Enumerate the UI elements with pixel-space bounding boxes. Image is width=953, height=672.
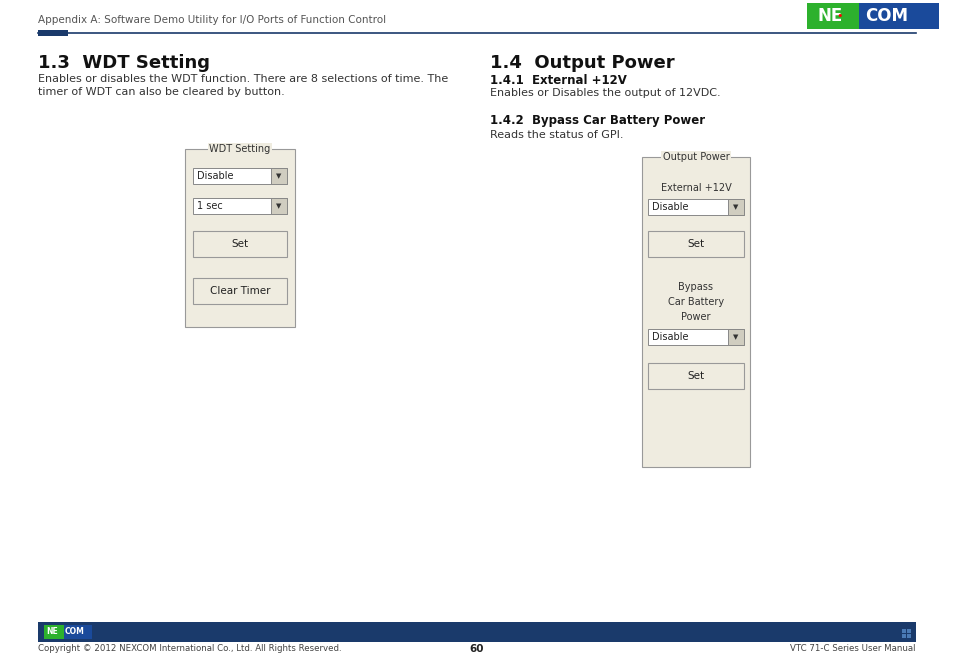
Text: NE: NE [46,628,58,636]
Text: Power: Power [680,312,710,322]
Bar [271,198,287,214]
Bar [806,3,858,29]
Text: Enables or disables the WDT function. There are 8 selections of time. The: Enables or disables the WDT function. Th… [38,74,448,84]
Text: Copyright © 2012 NEXCOM International Co., Ltd. All Rights Reserved.: Copyright © 2012 NEXCOM International Co… [38,644,341,653]
Text: WDT Setting: WDT Setting [209,144,271,154]
Text: 1.4.2  Bypass Car Battery Power: 1.4.2 Bypass Car Battery Power [490,114,704,127]
Text: Car Battery: Car Battery [667,297,723,307]
Bar [858,3,938,29]
Text: 1.4.1  External +12V: 1.4.1 External +12V [490,74,626,87]
Text: 1 sec: 1 sec [196,201,222,211]
Text: Appendix A: Software Demo Utility for I/O Ports of Function Control: Appendix A: Software Demo Utility for I/… [38,15,386,25]
Text: Reads the status of GPI.: Reads the status of GPI. [490,130,623,140]
Text: NE: NE [817,7,842,25]
Text: ▼: ▼ [733,204,738,210]
Bar [38,30,68,36]
Bar [901,629,905,633]
Bar [641,157,749,467]
Bar [193,278,287,304]
Bar [727,329,743,345]
Text: External +12V: External +12V [659,183,731,193]
Bar [727,199,743,215]
Text: Set: Set [687,371,704,381]
Text: ▼: ▼ [276,203,281,209]
Text: VTC 71-C Series User Manual: VTC 71-C Series User Manual [790,644,915,653]
Bar [38,622,915,642]
Bar [906,634,910,638]
Text: COM: COM [65,628,85,636]
Bar [64,625,91,639]
Bar [647,231,743,257]
Text: •: • [836,11,842,21]
Bar [193,231,287,257]
Bar [901,634,905,638]
Text: Clear Timer: Clear Timer [210,286,270,296]
Text: Output Power: Output Power [662,152,729,162]
Text: ▼: ▼ [276,173,281,179]
Bar [906,629,910,633]
Text: timer of WDT can also be cleared by button.: timer of WDT can also be cleared by butt… [38,87,284,97]
Text: Enables or Disables the output of 12VDC.: Enables or Disables the output of 12VDC. [490,88,720,98]
Text: Set: Set [687,239,704,249]
Text: Disable: Disable [196,171,233,181]
Bar [44,625,64,639]
Text: 60: 60 [469,644,484,654]
Bar [647,363,743,389]
Bar [193,168,287,184]
Bar [271,168,287,184]
Bar [193,198,287,214]
Text: ▼: ▼ [733,334,738,340]
Text: Bypass: Bypass [678,282,713,292]
Bar [647,329,743,345]
Text: Disable: Disable [651,332,688,342]
Bar [185,149,294,327]
Text: 1.3  WDT Setting: 1.3 WDT Setting [38,54,210,72]
Text: 1.4  Output Power: 1.4 Output Power [490,54,674,72]
Text: COM: COM [864,7,907,25]
Bar [647,199,743,215]
Text: Disable: Disable [651,202,688,212]
Text: Set: Set [232,239,249,249]
